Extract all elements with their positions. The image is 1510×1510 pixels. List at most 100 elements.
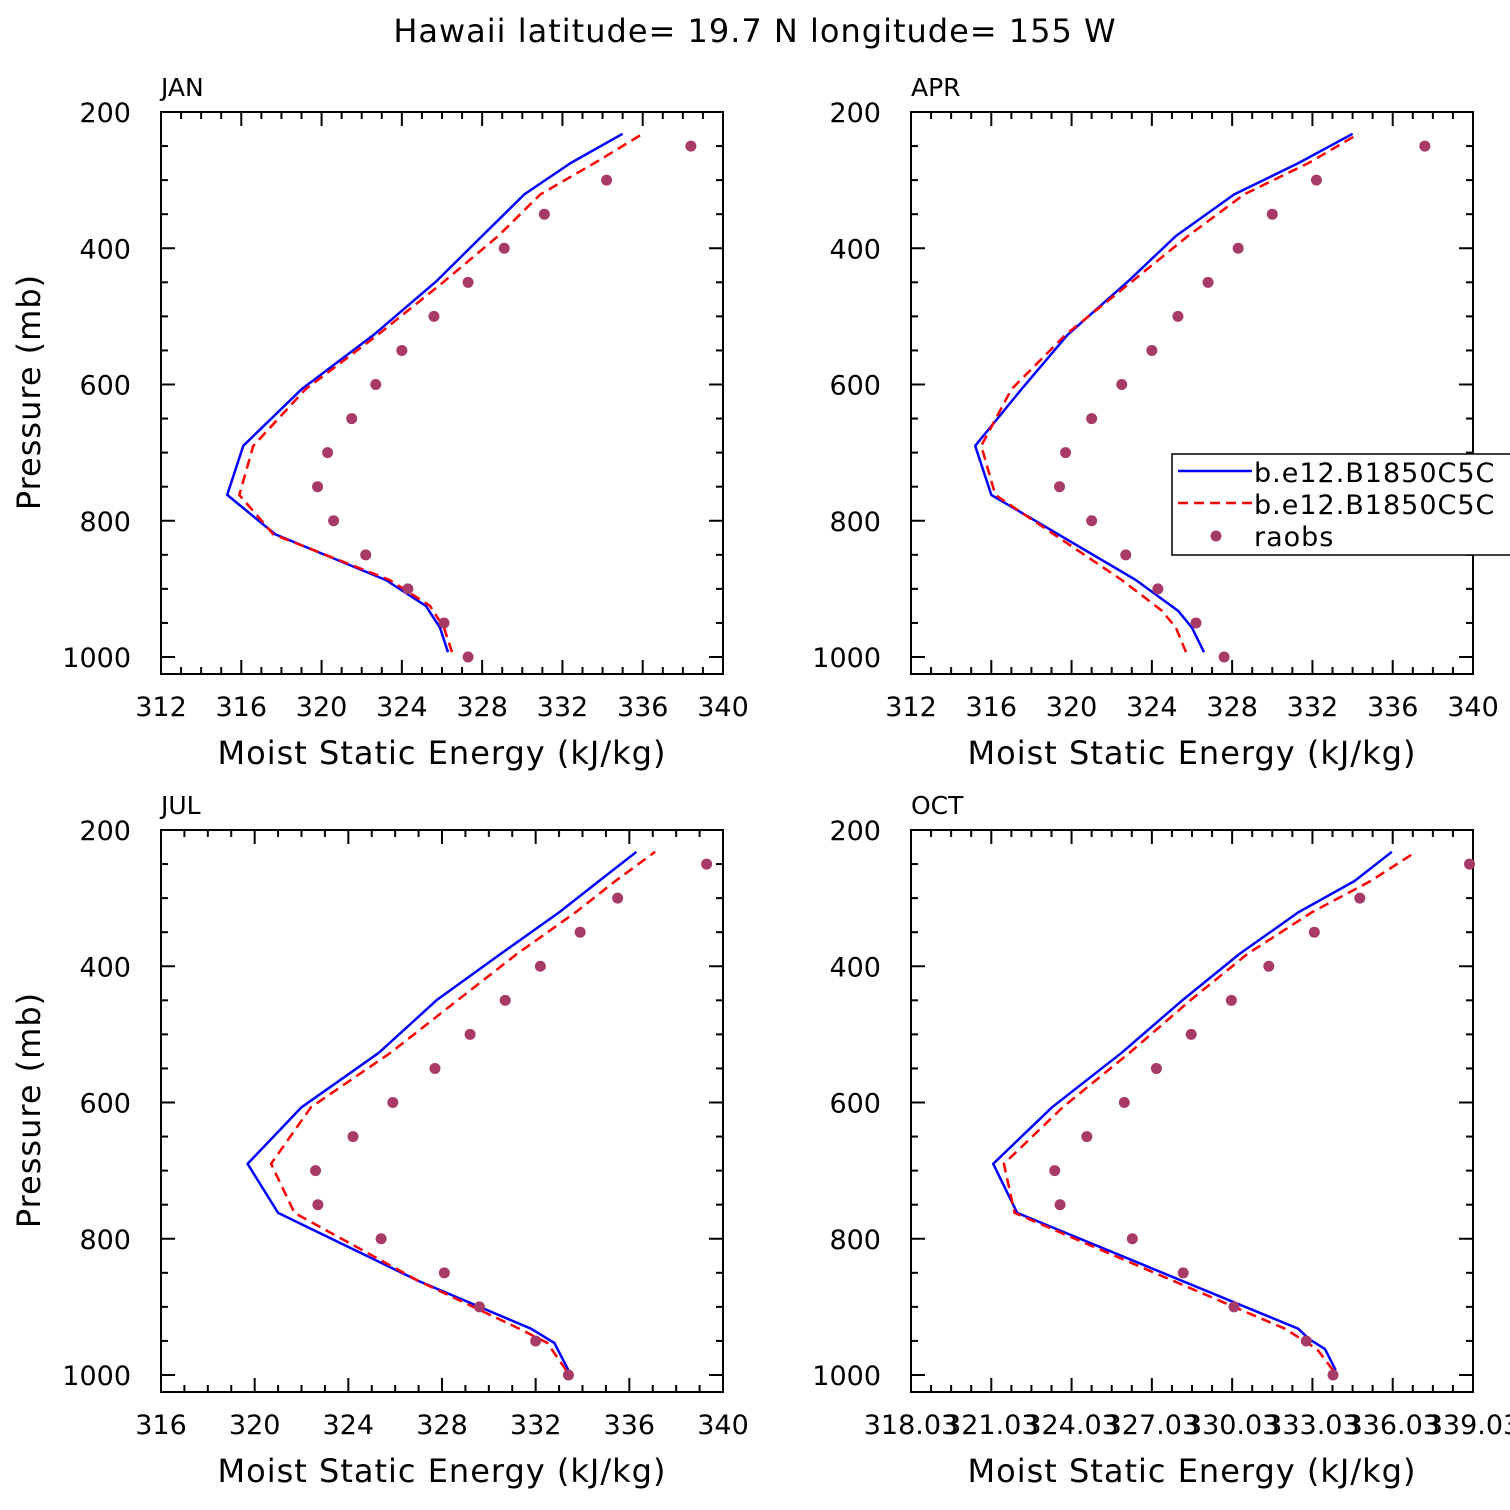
raobs-point bbox=[601, 174, 613, 186]
x-tick-label: 340 bbox=[697, 692, 749, 723]
x-tick-label: 312 bbox=[135, 692, 187, 723]
raobs-point bbox=[347, 1131, 359, 1143]
raobs-point bbox=[1177, 1267, 1189, 1279]
raobs-point bbox=[464, 1028, 476, 1040]
plot-frame bbox=[160, 111, 724, 675]
raobs-point bbox=[310, 1165, 322, 1177]
panel-label: APR bbox=[911, 73, 961, 102]
raobs-point bbox=[1464, 858, 1476, 870]
raobs-point bbox=[1120, 549, 1132, 561]
panel-label: JAN bbox=[159, 73, 204, 102]
series-2-line bbox=[269, 850, 656, 1371]
y-tick-label: 800 bbox=[829, 1225, 881, 1256]
raobs-point bbox=[370, 379, 382, 390]
raobs-point bbox=[498, 242, 510, 254]
series-1-line bbox=[225, 132, 624, 653]
raobs-point bbox=[1190, 617, 1202, 629]
legend-label-2: b.e12.B1850C5C bbox=[1254, 490, 1495, 521]
x-tick-label: 327.03 bbox=[1105, 1410, 1199, 1441]
y-tick-label: 1000 bbox=[62, 643, 131, 674]
x-tick-label: 318.03 bbox=[864, 1410, 958, 1441]
plot-frame bbox=[160, 829, 724, 1393]
x-axis-label: Moist Static Energy (kJ/kg) bbox=[218, 1452, 667, 1490]
raobs-point bbox=[538, 208, 550, 220]
raobs-point bbox=[1263, 960, 1275, 972]
series-1-line bbox=[246, 850, 638, 1371]
y-tick-label: 400 bbox=[829, 952, 881, 983]
raobs-point bbox=[1054, 1199, 1066, 1211]
raobs-point bbox=[438, 1267, 450, 1279]
panel-label: OCT bbox=[911, 791, 964, 820]
raobs-point bbox=[1060, 447, 1072, 459]
panel-label: JUL bbox=[159, 791, 201, 820]
raobs-point bbox=[473, 1301, 485, 1313]
raobs-point bbox=[1086, 515, 1098, 527]
raobs-point bbox=[438, 617, 450, 629]
raobs-point bbox=[1354, 892, 1366, 904]
raobs-point bbox=[1146, 344, 1158, 356]
y-tick-label: 1000 bbox=[62, 1361, 131, 1392]
x-tick-label: 312 bbox=[885, 692, 937, 723]
raobs-point bbox=[328, 515, 340, 527]
raobs-point bbox=[1225, 994, 1237, 1006]
raobs-point bbox=[1118, 1097, 1130, 1108]
raobs-point bbox=[574, 926, 586, 938]
raobs-point bbox=[346, 413, 358, 425]
raobs-point bbox=[429, 1062, 441, 1074]
y-tick-label: 400 bbox=[829, 234, 881, 265]
raobs-point bbox=[375, 1233, 387, 1245]
y-tick-label: 800 bbox=[79, 1225, 131, 1256]
y-tick-label: 200 bbox=[79, 98, 131, 129]
raobs-point bbox=[1228, 1301, 1240, 1313]
x-tick-label: 324 bbox=[323, 1410, 375, 1441]
raobs-point bbox=[462, 651, 474, 663]
raobs-point bbox=[1218, 651, 1230, 663]
raobs-point bbox=[534, 960, 546, 972]
y-tick-label: 400 bbox=[79, 952, 131, 983]
x-tick-label: 333.03 bbox=[1265, 1410, 1359, 1441]
x-tick-label: 336 bbox=[1367, 692, 1419, 723]
x-tick-label: 324 bbox=[1126, 692, 1178, 723]
panel-jul: 316 320 324 328 332 336 340 200 400 600 800 1000 JUL… bbox=[10, 791, 749, 1490]
raobs-point bbox=[562, 1369, 574, 1381]
x-tick-label: 320 bbox=[1046, 692, 1098, 723]
raobs-point bbox=[1126, 1233, 1138, 1245]
x-tick-label: 328 bbox=[1206, 692, 1258, 723]
raobs-point bbox=[1300, 1335, 1312, 1347]
y-tick-label: 1000 bbox=[812, 643, 881, 674]
panel-oct: 318.03321.03324.03327.03330.03333.03336.… bbox=[812, 791, 1510, 1490]
series-1-line bbox=[973, 132, 1354, 653]
x-tick-label: 320 bbox=[229, 1410, 281, 1441]
raobs-point bbox=[462, 276, 474, 288]
raobs-point bbox=[1202, 276, 1214, 288]
raobs-point bbox=[396, 344, 408, 356]
x-axis-label: Moist Static Energy (kJ/kg) bbox=[968, 734, 1417, 772]
x-tick-label: 336.03 bbox=[1345, 1410, 1439, 1441]
x-tick-label: 340 bbox=[1447, 692, 1499, 723]
raobs-point bbox=[1232, 242, 1244, 254]
figure-title: Hawaii latitude= 19.7 N longitude= 155 W bbox=[393, 12, 1117, 50]
panel-apr: 312 316 320 324 328 332 336 340 200 400 600 800 1000… bbox=[812, 73, 1498, 772]
y-axis-label: Pressure (mb) bbox=[10, 992, 48, 1228]
raobs-point bbox=[1152, 583, 1164, 595]
raobs-point bbox=[1150, 1062, 1162, 1074]
x-tick-label: 336 bbox=[617, 692, 669, 723]
x-tick-label: 340 bbox=[697, 1410, 749, 1441]
raobs-point bbox=[1054, 481, 1066, 493]
raobs-point bbox=[360, 549, 372, 561]
y-tick-label: 400 bbox=[79, 234, 131, 265]
raobs-point bbox=[499, 994, 511, 1006]
x-tick-label: 324.03 bbox=[1024, 1410, 1118, 1441]
raobs-point bbox=[1081, 1131, 1093, 1143]
raobs-point bbox=[312, 481, 324, 493]
x-tick-label: 316 bbox=[216, 692, 268, 723]
series-2-line bbox=[980, 132, 1360, 653]
raobs-point bbox=[1310, 174, 1322, 186]
series-1-line bbox=[991, 850, 1393, 1371]
x-tick-label: 332 bbox=[1287, 692, 1339, 723]
y-tick-label: 600 bbox=[829, 1089, 881, 1120]
raobs-point bbox=[1266, 208, 1278, 220]
y-tick-label: 600 bbox=[829, 371, 881, 402]
y-tick-label: 600 bbox=[79, 371, 131, 402]
x-tick-label: 320 bbox=[296, 692, 348, 723]
